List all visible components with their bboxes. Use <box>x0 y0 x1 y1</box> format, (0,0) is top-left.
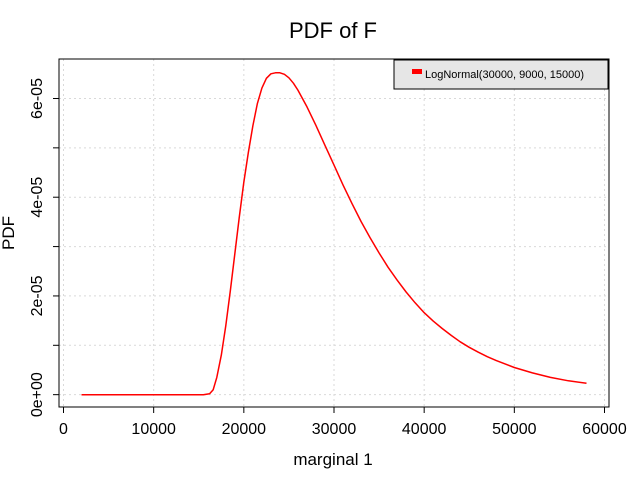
x-tick-label: 10000 <box>131 421 176 438</box>
legend: LogNormal(30000, 9000, 15000) <box>393 59 609 90</box>
y-tick-label: 6e-05 <box>29 78 46 119</box>
legend-box <box>393 59 609 90</box>
y-tick-label: 0e+00 <box>29 372 46 417</box>
y-tick-label: 2e-05 <box>29 275 46 316</box>
x-axis-label: marginal 1 <box>293 450 372 469</box>
legend-entry: LogNormal(30000, 9000, 15000) <box>425 69 584 81</box>
x-tick-label: 60000 <box>582 421 627 438</box>
grid <box>59 59 609 407</box>
x-tick-label: 20000 <box>222 421 267 438</box>
series-line-0 <box>81 72 587 396</box>
y-tick-label: 4e-05 <box>29 177 46 218</box>
x-tick-label: 40000 <box>402 421 447 438</box>
y-axis-label: PDF <box>0 216 18 250</box>
axes: 0 10000 20000 30000 40000 50000 60000 0e+00 2e-0… <box>29 78 627 438</box>
chart-title: PDF of F <box>289 18 377 43</box>
legend-swatch <box>412 69 422 74</box>
x-tick-label: 0 <box>59 421 68 438</box>
x-tick-label: 30000 <box>312 421 357 438</box>
x-tick-label: 50000 <box>492 421 537 438</box>
series-layer <box>81 72 587 396</box>
